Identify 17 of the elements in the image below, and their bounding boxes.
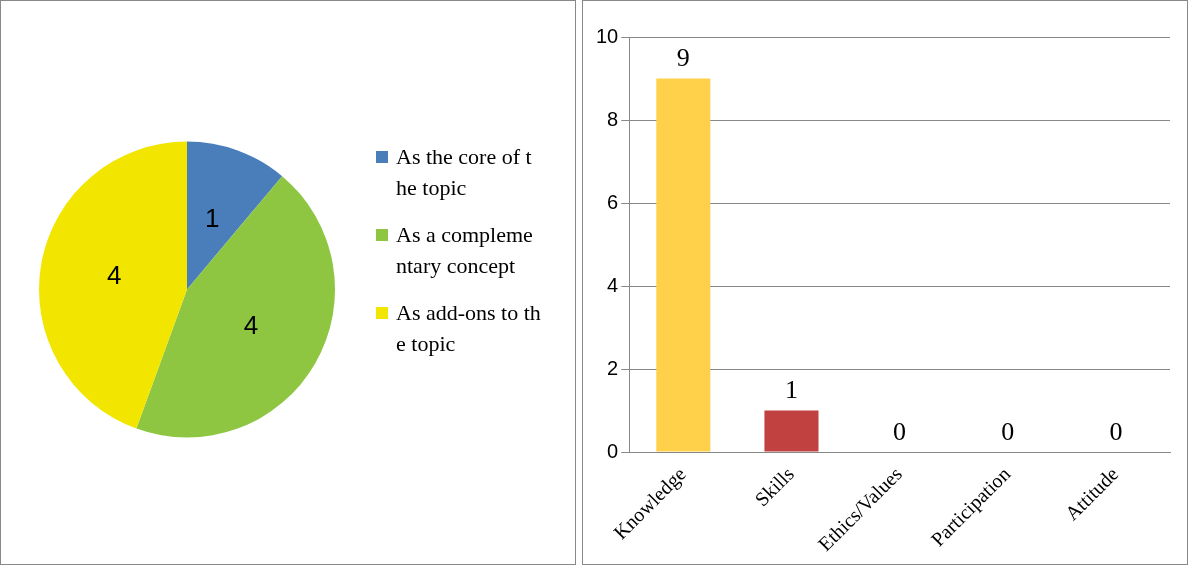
legend-label: As add-ons to the topic [396, 299, 541, 358]
data-label: 4 [243, 309, 259, 340]
y-tick-label: 4 [607, 273, 619, 296]
y-tick-label: 8 [607, 107, 619, 130]
y-tick-label: 10 [596, 24, 619, 47]
data-label: 0 [1001, 416, 1015, 446]
legend-label: As the core of the topic [396, 143, 533, 202]
data-label: 0 [893, 416, 907, 446]
y-tick-label: 6 [607, 190, 619, 213]
data-label: 1 [784, 375, 798, 405]
y-tick-label: 2 [607, 356, 619, 379]
data-label: 1 [205, 203, 220, 234]
data-label: 0 [1109, 416, 1123, 446]
y-tick-label: 0 [607, 439, 619, 462]
data-label: 4 [106, 259, 122, 290]
legend-label: As a complementary concept [396, 221, 534, 280]
data-label: 9 [676, 43, 690, 73]
